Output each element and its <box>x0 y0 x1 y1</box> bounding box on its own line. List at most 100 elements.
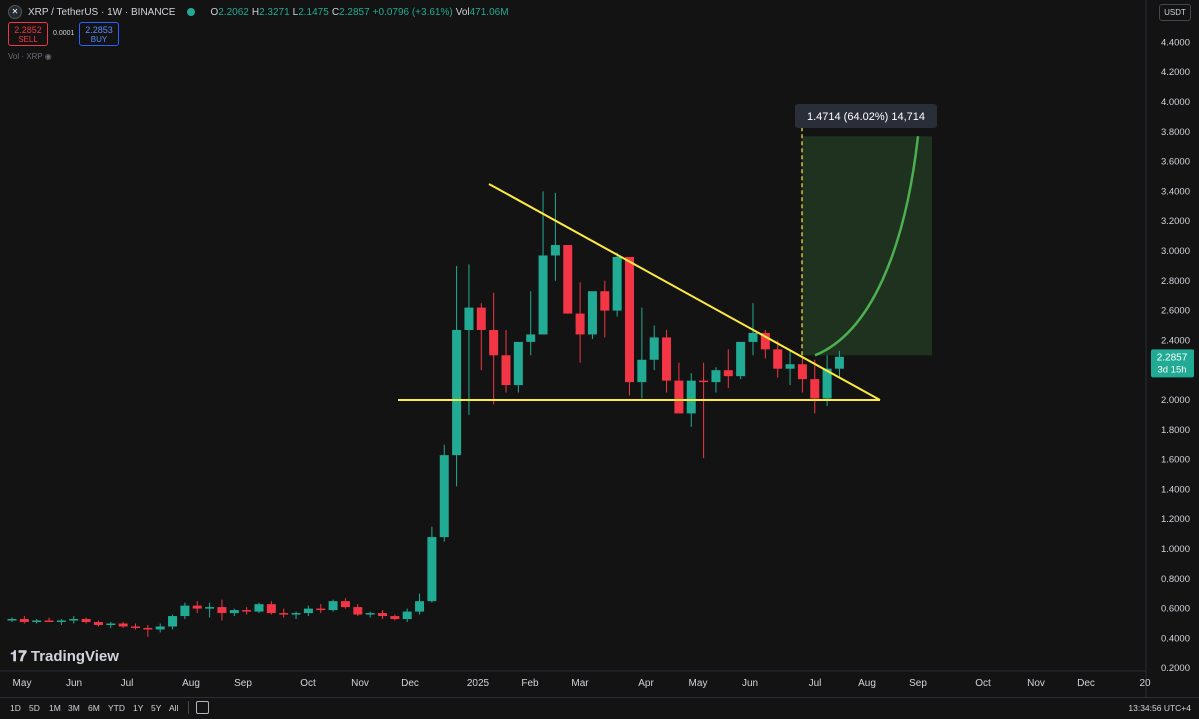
candle-body <box>427 537 437 602</box>
volume-label: Vol · XRP <box>8 52 43 61</box>
timeframe-6m[interactable]: 6M <box>88 703 100 713</box>
buy-label: BUY <box>90 35 108 44</box>
candle-body <box>44 620 54 623</box>
ohlc-key-0: O <box>210 6 219 18</box>
candle-body <box>229 610 239 614</box>
market-status-icon <box>187 8 196 16</box>
spread-value: 0.0001 <box>53 30 75 37</box>
tradingview-logo-icon: 𝟏𝟕 <box>10 648 31 665</box>
clock[interactable]: 13:34:56 UTC+4 <box>1128 703 1191 713</box>
y-tick-label: 0.6000 <box>1161 604 1190 615</box>
x-tick-label: Nov <box>351 678 369 689</box>
candle-body <box>168 616 178 627</box>
x-tick-label: Mar <box>571 678 589 689</box>
ohlc-values: O2.2062 H2.3271 L2.1475 C2.2857 +0.0796 (+3.… <box>207 7 508 18</box>
x-tick-label: Nov <box>1027 678 1045 689</box>
candle-body <box>328 601 338 611</box>
candle-body <box>711 370 721 383</box>
candle-body <box>699 380 709 383</box>
timeframe-5y[interactable]: 5Y <box>151 703 162 713</box>
candle-body <box>452 329 462 456</box>
y-tick-label: 2.8000 <box>1161 276 1190 287</box>
candle-body <box>340 601 350 608</box>
timeframe-1y[interactable]: 1Y <box>133 703 144 713</box>
measure-label: 1.4714 (64.02%) 14,714 <box>807 111 925 123</box>
y-tick-label: 0.4000 <box>1161 633 1190 644</box>
y-tick-label: 2.0000 <box>1161 395 1190 406</box>
candle-body <box>81 619 91 623</box>
y-tick-label: 2.4000 <box>1161 335 1190 346</box>
ohlc-value-3: 2.2857 <box>339 6 370 18</box>
candle-body <box>785 364 795 369</box>
candle-body <box>254 604 264 612</box>
volume-legend[interactable]: Vol · XRP ◉ <box>8 52 52 61</box>
calendar-icon[interactable] <box>196 701 209 714</box>
timeframe-1d[interactable]: 1D <box>10 703 21 713</box>
candle-body <box>303 608 313 614</box>
candle-body <box>365 613 375 615</box>
x-tick-label: Sep <box>234 678 252 689</box>
bottom-toolbar: 1D 5D 1M 3M 6M YTD 1Y 5Y All 13:34:56 UTC+4 <box>0 697 1199 719</box>
candle-body <box>217 607 227 614</box>
candle-body <box>131 626 140 628</box>
x-tick-label: May <box>689 678 708 689</box>
y-tick-label: 4.2000 <box>1161 67 1190 78</box>
candle-body <box>464 307 474 330</box>
buy-price: 2.2853 <box>85 25 113 35</box>
sell-label: SELL <box>18 35 38 44</box>
target-zone <box>802 136 932 356</box>
timeframe-ytd[interactable]: YTD <box>108 703 125 713</box>
price-chart[interactable]: 4.4000 4.2000 4.0000 3.8000 3.6000 3.4000 3.20… <box>0 0 1199 697</box>
symbol-title[interactable]: XRP / TetherUS · 1W · BINANCE <box>28 6 176 18</box>
candle-body <box>489 329 499 356</box>
candle-body <box>625 256 634 383</box>
ohlc-value-4: +0.0796 (+3.61%) <box>372 6 453 18</box>
y-tick-label: 3.4000 <box>1161 186 1190 197</box>
candle-body <box>143 627 153 630</box>
x-tick-label: Apr <box>638 678 654 689</box>
candle-body <box>538 255 548 335</box>
candle-body <box>723 370 733 377</box>
x-tick-label: Aug <box>858 678 876 689</box>
ohlc-value-0: 2.2062 <box>218 6 249 18</box>
candle-body <box>810 379 820 399</box>
eye-icon[interactable]: ◉ <box>44 52 52 61</box>
sell-button[interactable]: 2.2852 SELL <box>8 22 48 46</box>
candle-body <box>674 380 684 414</box>
x-tick-label: Sep <box>909 678 927 689</box>
timeframe-1m[interactable]: 1M <box>49 703 61 713</box>
projection-curve <box>814 136 920 357</box>
y-tick-label: 0.8000 <box>1161 574 1190 585</box>
x-tick-label: Jul <box>809 678 822 689</box>
buy-button[interactable]: 2.2853 BUY <box>79 22 119 46</box>
symbol-header: ✕ XRP / TetherUS · 1W · BINANCE O2.2062 H… <box>8 5 509 19</box>
x-tick-label: Oct <box>975 678 991 689</box>
x-tick-label: Dec <box>1077 678 1095 689</box>
candle-body <box>106 623 116 625</box>
candle-body <box>686 380 696 414</box>
candle-body <box>637 359 647 383</box>
x-tick-label: Dec <box>401 678 419 689</box>
candle-body <box>662 337 672 381</box>
timeframe-3m[interactable]: 3M <box>68 703 80 713</box>
y-tick-label: 2.6000 <box>1161 306 1190 317</box>
ohlc-value-5: 471.06M <box>469 6 509 18</box>
candle-body <box>402 611 412 620</box>
timeframe-5d[interactable]: 5D <box>29 703 40 713</box>
y-tick-label: 1.4000 <box>1161 484 1190 495</box>
currency-button[interactable]: USDT <box>1159 4 1191 21</box>
candle-body <box>526 334 536 342</box>
timeframe-all[interactable]: All <box>169 703 179 713</box>
tradingview-logo: 𝟏𝟕 TradingView <box>10 648 119 665</box>
y-tick-label: 0.2000 <box>1161 663 1190 674</box>
candle-body <box>612 256 622 311</box>
y-tick-label: 1.0000 <box>1161 544 1190 555</box>
y-tick-label: 4.4000 <box>1161 37 1190 48</box>
ohlc-value-1: 2.3271 <box>259 6 290 18</box>
candle-body <box>513 341 523 386</box>
candle-body <box>205 607 215 609</box>
triangle-upper-trendline <box>488 183 881 401</box>
candle-body <box>19 619 29 623</box>
y-tick-label: 3.2000 <box>1161 216 1190 227</box>
x-tick-label: Jun <box>742 678 758 689</box>
